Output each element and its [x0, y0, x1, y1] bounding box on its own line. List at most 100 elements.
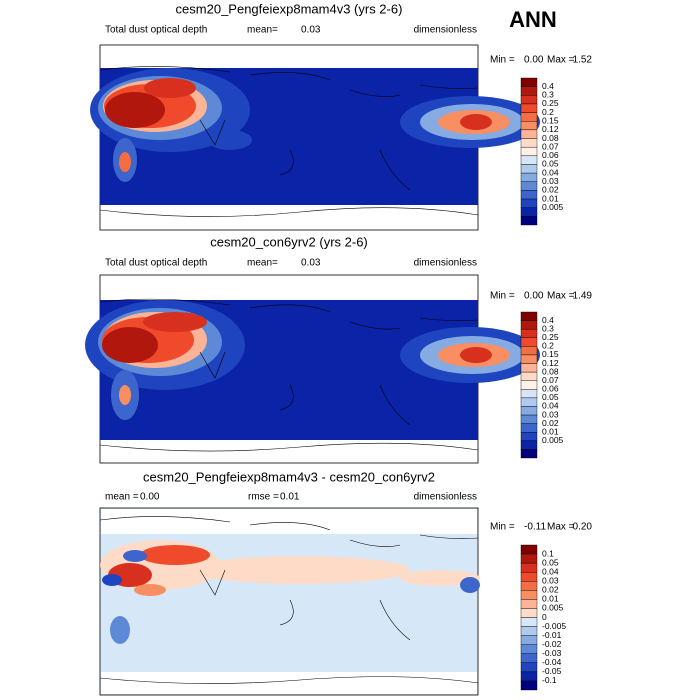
colorbar-bin	[520, 172, 538, 182]
colorbar-bin	[520, 320, 538, 330]
min-value: 0.00	[524, 55, 544, 66]
min-label: Min =	[490, 291, 515, 302]
colorbar-bin	[520, 121, 538, 131]
colorbar-bin	[520, 544, 538, 555]
colorbar-label: 0.05	[542, 557, 559, 567]
colorbar-bin	[520, 440, 538, 450]
mean-label: mean=	[247, 25, 278, 36]
max-value: 1.49	[573, 291, 593, 302]
colorbar-bin	[520, 190, 538, 200]
mean-label: mean =	[105, 492, 139, 503]
colorbar-bin	[520, 311, 538, 321]
colorbar-bin	[520, 346, 538, 356]
colorbar-bin	[520, 207, 538, 217]
colorbar-label: -0.005	[542, 621, 566, 631]
colorbar-label: -0.04	[542, 657, 562, 667]
colorbar-bin	[520, 662, 538, 673]
colorbar-label: 0.07	[542, 375, 559, 385]
min-value: 0.00	[524, 291, 544, 302]
units: dimensionless	[414, 492, 477, 503]
units: dimensionless	[414, 25, 477, 36]
colorbar-bin	[520, 449, 538, 459]
colorbar-label: 0.04	[542, 401, 559, 411]
max-label: Max =	[547, 291, 575, 302]
colorbar-label: 0.3	[542, 90, 554, 100]
colorbar-bin	[520, 617, 538, 627]
colorbar-bin	[520, 389, 538, 399]
colorbar-label: 0.2	[542, 107, 554, 117]
colorbar-label: -0.05	[542, 666, 562, 676]
colorbar-label: 0.06	[542, 384, 559, 394]
min-value: -0.11	[524, 522, 546, 533]
colorbar-label: 0.01	[542, 426, 559, 436]
colorbar-label: 0.4	[542, 315, 554, 325]
max-label: Max =	[547, 522, 575, 533]
colorbar-label: 0.25	[542, 332, 559, 342]
colorbar-label: 0.25	[542, 98, 559, 108]
map-panel-1	[90, 44, 540, 231]
colorbar-label: 0.2	[542, 341, 554, 351]
colorbar-bin	[520, 671, 538, 682]
colorbar-label: 0.005	[542, 202, 564, 212]
mean-label: mean=	[247, 258, 278, 269]
colorbar-bin	[520, 198, 538, 208]
min-label: Min =	[490, 522, 515, 533]
colorbar-label: 0.07	[542, 141, 559, 151]
rmse-label: rmse =	[248, 492, 279, 503]
season-label: ANN	[509, 7, 557, 32]
colorbar-bin	[520, 354, 538, 364]
panel-title: cesm20_Pengfeiexp8mam4v3 - cesm20_con6yr…	[143, 469, 435, 484]
colorbar-label: 0.03	[542, 409, 559, 419]
colorbar-label: 0.12	[542, 124, 559, 134]
colorbar-label: 0.01	[542, 594, 559, 604]
colorbar-bin	[520, 146, 538, 157]
colorbar-label: -0.01	[542, 630, 562, 640]
colorbar-bin	[520, 608, 538, 618]
colorbar-bin	[520, 553, 538, 564]
colorbar-label: 0.03	[542, 576, 559, 586]
colorbar-bin	[520, 216, 538, 226]
colorbar-bin	[520, 423, 538, 433]
colorbar-label: 0.04	[542, 566, 559, 576]
rmse-value: 0.01	[280, 492, 300, 503]
units: dimensionless	[414, 258, 477, 269]
colorbar-label: 0.03	[542, 176, 559, 186]
colorbar-bin	[520, 129, 538, 139]
colorbar-bin	[520, 103, 538, 113]
colorbar-label: 0.3	[542, 323, 554, 333]
colorbar-bin	[520, 644, 538, 654]
colorbar-label: 0.15	[542, 349, 559, 359]
mean-value: 0.03	[301, 25, 321, 36]
colorbar-label: 0.12	[542, 358, 559, 368]
colorbar-bin	[520, 599, 538, 609]
colorbar-bin	[520, 138, 538, 148]
colorbar-label: 0.4	[542, 81, 554, 91]
map-panel-2	[85, 274, 540, 464]
colorbar-label: 0.02	[542, 585, 559, 595]
colorbar-label: 0.08	[542, 366, 559, 376]
colorbar-label: 0.08	[542, 133, 559, 143]
max-label: Max =	[547, 55, 575, 66]
colorbar-label: 0.02	[542, 185, 559, 195]
colorbar-bin	[520, 406, 538, 416]
colorbar-label: 0.02	[542, 418, 559, 428]
colorbar-label: 0.06	[542, 150, 559, 160]
colorbar-bin	[520, 397, 538, 407]
colorbar-bin	[520, 371, 538, 381]
mean-value: 0.00	[140, 492, 160, 503]
colorbar-bin	[520, 680, 538, 691]
colorbar-bin	[520, 328, 538, 338]
map-panel-3	[99, 507, 480, 696]
colorbar-bin	[520, 626, 538, 636]
max-value: 0.20	[573, 522, 593, 533]
colorbar-bin	[520, 181, 538, 191]
colorbar-label: 0.15	[542, 115, 559, 125]
min-label: Min =	[490, 55, 515, 66]
max-value: 1.52	[573, 55, 593, 66]
panel-title: cesm20_Pengfeiexp8mam4v3 (yrs 2-6)	[176, 1, 403, 16]
colorbar-label: -0.1	[542, 675, 557, 685]
panel-title: cesm20_con6yrv2 (yrs 2-6)	[210, 234, 368, 249]
colorbar-bin	[520, 155, 538, 165]
